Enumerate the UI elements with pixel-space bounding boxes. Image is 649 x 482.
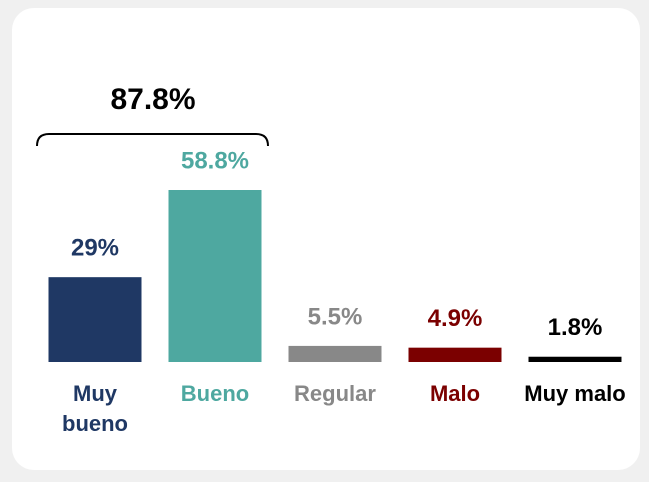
bar: [48, 277, 142, 362]
bar: [168, 190, 262, 362]
bar: [288, 345, 382, 362]
category-label: Bueno: [180, 381, 250, 406]
category-label: Muy malo: [524, 381, 626, 406]
category-label: Regular: [294, 381, 376, 406]
value-label: 29%: [71, 235, 119, 262]
bracket: [36, 133, 269, 147]
value-label: 58.8%: [181, 147, 249, 174]
category-label: Muy bueno: [62, 381, 128, 436]
bar: [528, 356, 622, 362]
value-label: 1.8%: [548, 314, 603, 341]
bar: [408, 347, 502, 362]
category-label: Malo: [429, 381, 481, 406]
card: [12, 8, 640, 470]
value-label: 4.9%: [428, 305, 483, 332]
value-label: 5.5%: [308, 303, 363, 330]
total-annotation: 87.8%: [110, 83, 195, 116]
